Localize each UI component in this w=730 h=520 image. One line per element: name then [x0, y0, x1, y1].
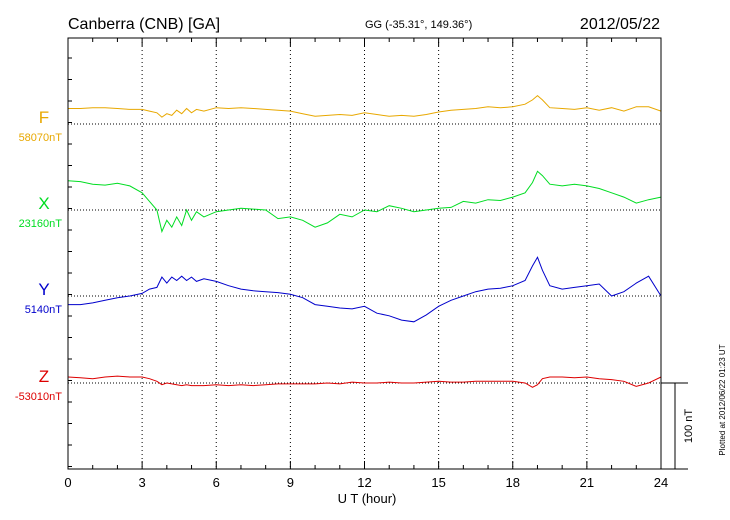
scale-bar: 100 nT — [661, 382, 695, 470]
x-tick-label-0: 0 — [64, 475, 71, 490]
series-traces — [67, 94, 662, 388]
series-baseline-X: 23160nT — [19, 218, 63, 230]
series-labels: F 58070nT X 23160nT Y 5140nT Z -53010nT — [15, 108, 62, 403]
series-baseline-F: 58070nT — [19, 132, 63, 144]
x-axis-ticks — [67, 38, 662, 469]
series-baseline-Y: 5140nT — [25, 304, 63, 316]
series-name-X: X — [38, 194, 49, 213]
x-tick-label-18: 18 — [506, 475, 520, 490]
series-line-F — [68, 94, 662, 118]
x-tick-label-12: 12 — [357, 475, 371, 490]
date-label: 2012/05/22 — [580, 16, 660, 33]
x-tick-label-3: 3 — [139, 475, 146, 490]
series-name-Y: Y — [38, 280, 49, 299]
plotted-timestamp: Plotted at 2012/06/22 01:23 UT — [718, 344, 727, 455]
x-tick-label-9: 9 — [287, 475, 294, 490]
series-baseline-Z: -53010nT — [15, 391, 62, 403]
series-line-Z — [67, 375, 662, 388]
station-title: Canberra (CNB) [GA] — [68, 16, 220, 33]
series-name-F: F — [39, 108, 49, 127]
scale-bar-label: 100 nT — [683, 409, 695, 444]
x-axis-tick-labels: 0 3 6 9 12 15 18 21 24 — [64, 475, 668, 490]
series-line-Y — [68, 256, 662, 323]
x-tick-label-21: 21 — [580, 475, 594, 490]
x-tick-label-24: 24 — [654, 475, 668, 490]
x-tick-label-6: 6 — [213, 475, 220, 490]
x-tick-label-15: 15 — [431, 475, 445, 490]
series-line-X — [67, 170, 662, 234]
series-name-Z: Z — [39, 367, 49, 386]
grid-lines — [141, 38, 588, 469]
x-axis-label: U T (hour) — [338, 491, 397, 506]
coordinates-label: GG (-35.31°, 149.36°) — [365, 19, 472, 31]
